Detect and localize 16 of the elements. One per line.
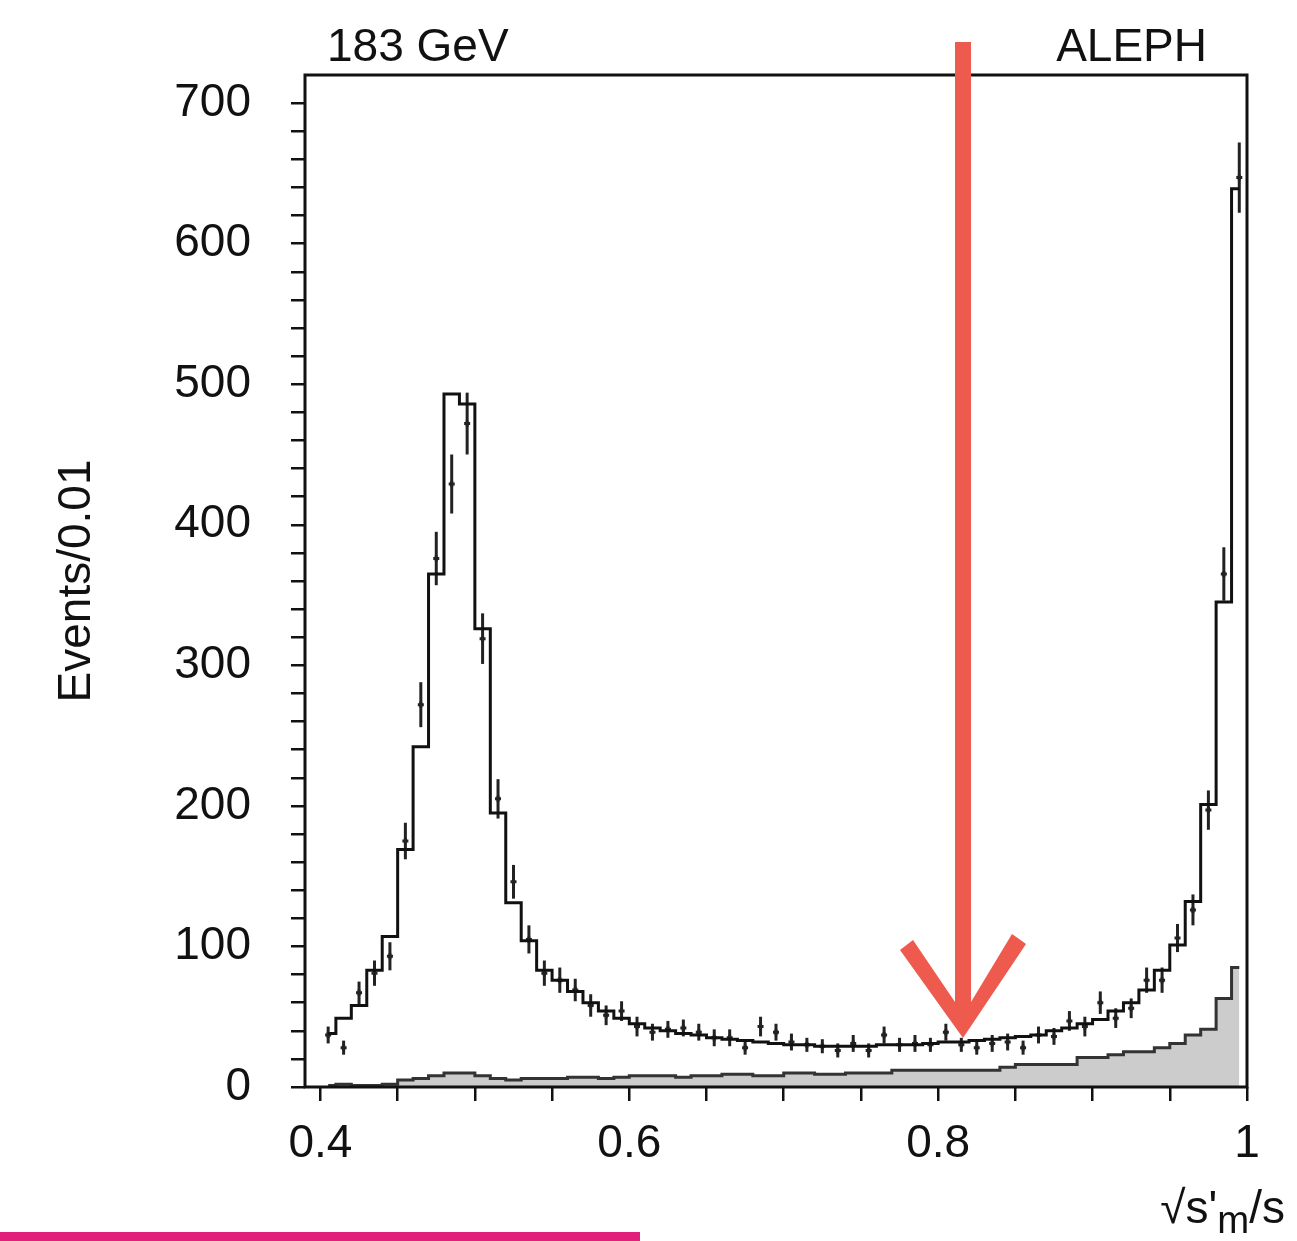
y-tick-label: 400	[174, 495, 251, 548]
x-tick-label: 1	[1234, 1115, 1260, 1168]
chart-title: 183 GeV	[327, 18, 509, 71]
y-tick-label: 0	[225, 1057, 251, 1110]
y-tick-label: 100	[174, 917, 251, 970]
y-tick-label: 200	[174, 776, 251, 829]
x-axis-title: √s'$_{m}$/s	[1160, 1180, 1285, 1241]
y-tick-label: 600	[174, 214, 251, 267]
y-tick-label: 700	[174, 73, 251, 126]
text: ALEPH	[1056, 18, 1207, 71]
x-tick-label: 0.8	[906, 1115, 971, 1168]
y-axis-title: Events/0.01	[48, 459, 101, 703]
y-tick-label: 300	[174, 636, 251, 689]
x-tick-label: 0.6	[597, 1115, 662, 1168]
x-tick-label: 0.4	[288, 1115, 353, 1168]
y-tick-label: 500	[174, 354, 251, 407]
